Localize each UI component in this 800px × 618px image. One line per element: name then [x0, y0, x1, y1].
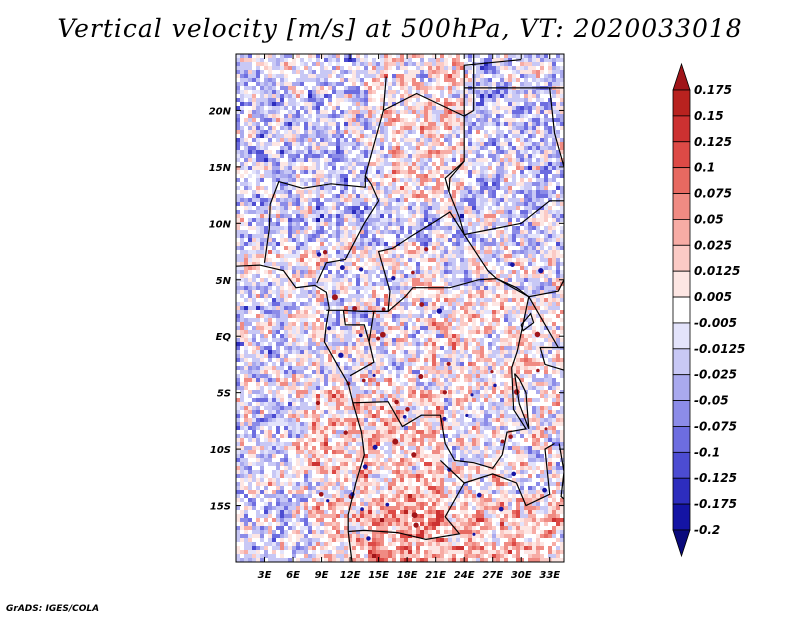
colorbar-label: 0.05: [694, 212, 724, 226]
colorbar-label: 0.1: [694, 161, 715, 175]
border-line: [316, 76, 387, 284]
chart-title: Vertical velocity [m/s] at 500hPa, VT: 2…: [57, 14, 743, 43]
border-line: [458, 200, 564, 236]
y-tick-label: EQ: [216, 332, 232, 343]
x-tick-label: 3E: [258, 570, 272, 581]
x-tick-label: 18E: [397, 570, 418, 581]
colorbar: 0.175 0.15 0.125 0.1 0.075 0.05 0.025 0.0125 0.0…: [672, 62, 745, 558]
border-line: [558, 443, 564, 500]
velocity-field: [236, 54, 564, 562]
colorbar-segment: [672, 426, 691, 453]
colorbar-label: 0.15: [694, 109, 724, 123]
colorbar-label: 0.025: [694, 238, 732, 252]
colorbar-label: -0.125: [694, 471, 737, 485]
y-tick-label: 10S: [210, 445, 231, 456]
border-line: [348, 459, 465, 541]
colorbar-label: -0.2: [694, 523, 720, 537]
x-tick-label: 12E: [340, 570, 361, 581]
colorbar-label: 0.125: [694, 135, 732, 149]
x-axis: 3E 6E 9E 12E 15E 18E 21E 24E 27E 30E 33E: [258, 54, 560, 581]
colorbar-label: 0.0125: [694, 264, 740, 278]
colorbar-segment: [672, 167, 691, 194]
colorbar-segment: [672, 503, 691, 531]
border-line: [352, 277, 530, 469]
colorbar-label: 0.005: [694, 290, 732, 304]
y-tick-label: 15S: [210, 502, 231, 513]
plot-frame: [235, 53, 565, 563]
colorbar-segment: [672, 244, 691, 272]
y-tick-label: 5N: [216, 276, 232, 287]
border-line: [236, 264, 365, 562]
border-line: [514, 373, 530, 430]
colorbar-label: -0.0125: [694, 342, 745, 356]
colorbar-segment: [672, 374, 691, 401]
y-tick-label: 15N: [209, 163, 232, 174]
colorbar-segment: [672, 219, 691, 246]
border-line: [463, 54, 475, 117]
colorbar-segment: [672, 89, 691, 117]
colorbar-max-arrow: [672, 62, 691, 91]
border-line: [528, 296, 564, 349]
colorbar-segment: [672, 296, 691, 324]
border-line: [464, 442, 555, 507]
border-line: [263, 175, 366, 263]
x-tick-label: 24E: [454, 570, 475, 581]
y-tick-label: 5S: [217, 389, 231, 400]
x-tick-label: 15E: [368, 570, 389, 581]
x-tick-label: 30E: [511, 570, 532, 581]
colorbar-label: 0.075: [694, 187, 732, 201]
colorbar-label: -0.075: [694, 419, 737, 433]
colorbar-segment: [672, 115, 691, 143]
border-line: [496, 278, 564, 298]
colorbar-segment: [672, 400, 691, 427]
x-tick-label: 33E: [539, 570, 560, 581]
colorbar-label: -0.1: [694, 445, 720, 459]
border-line: [549, 87, 564, 168]
border-line: [373, 211, 497, 312]
colorbar-segment: [672, 322, 691, 350]
border-line: [444, 160, 465, 192]
border-line: [342, 310, 370, 343]
colorbar-segment: [672, 141, 691, 169]
colorbar-segment: [672, 193, 691, 220]
colorbar-segment: [672, 451, 691, 479]
x-tick-label: 21E: [425, 570, 446, 581]
colorbar-segment: [672, 477, 691, 505]
colorbar-label: -0.175: [694, 497, 737, 511]
colorbar-label: -0.005: [694, 316, 737, 330]
colorbar-label: -0.05: [694, 394, 729, 408]
y-axis: 20N 15N 10N 5N EQ 5S 10S 15S: [209, 106, 564, 513]
colorbar-segment: [672, 348, 691, 376]
colorbar-label: -0.025: [694, 368, 737, 382]
grads-credit: GrADS: IGES/COLA: [6, 604, 100, 614]
border-line: [520, 312, 535, 332]
x-tick-label: 9E: [315, 570, 329, 581]
country-borders: [236, 54, 564, 562]
colorbar-min-arrow: [672, 529, 691, 558]
border-line: [463, 59, 522, 117]
y-tick-label: 20N: [209, 106, 232, 117]
y-tick-label: 10N: [209, 219, 232, 230]
colorbar-label: 0.175: [694, 83, 732, 97]
x-tick-label: 6E: [286, 570, 300, 581]
x-tick-label: 27E: [482, 570, 503, 581]
colorbar-segment: [672, 270, 691, 298]
